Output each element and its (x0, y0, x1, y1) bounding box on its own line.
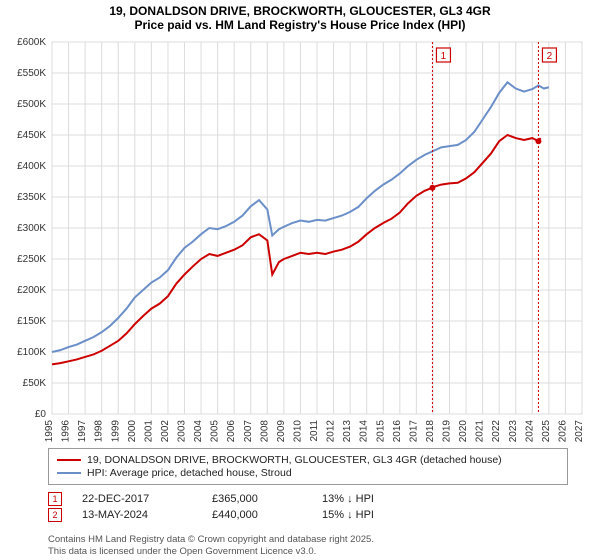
svg-text:£100K: £100K (17, 347, 46, 358)
legend-swatch-1 (57, 459, 81, 461)
svg-text:1999: 1999 (110, 420, 121, 443)
svg-text:2017: 2017 (408, 420, 419, 443)
legend-label-2: HPI: Average price, detached house, Stro… (87, 467, 292, 479)
svg-text:£200K: £200K (17, 285, 46, 296)
svg-text:1996: 1996 (61, 420, 72, 443)
sales-table: 1 22-DEC-2017 £365,000 13% ↓ HPI 2 13-MA… (48, 490, 568, 524)
svg-text:£350K: £350K (17, 192, 46, 203)
svg-text:£0: £0 (35, 409, 47, 420)
legend-item-1: 19, DONALDSON DRIVE, BROCKWORTH, GLOUCES… (57, 454, 559, 466)
legend-label-1: 19, DONALDSON DRIVE, BROCKWORTH, GLOUCES… (87, 454, 502, 466)
chart-area: £0 £50K £100K £150K £200K £250K £300K £350K £400… (0, 36, 600, 444)
svg-text:2021: 2021 (475, 420, 486, 443)
svg-text:1: 1 (441, 51, 447, 62)
svg-text:2027: 2027 (574, 420, 585, 443)
svg-text:2007: 2007 (243, 420, 254, 443)
svg-text:1997: 1997 (77, 420, 88, 443)
svg-text:2005: 2005 (210, 420, 221, 443)
svg-text:£150K: £150K (17, 316, 46, 327)
svg-text:£50K: £50K (23, 378, 47, 389)
svg-text:2014: 2014 (359, 420, 370, 443)
svg-text:2012: 2012 (326, 420, 337, 443)
svg-text:2016: 2016 (392, 420, 403, 443)
svg-text:£250K: £250K (17, 254, 46, 265)
title-line-2: Price paid vs. HM Land Registry's House … (0, 18, 600, 32)
footer-line-1: Contains HM Land Registry data © Crown c… (48, 534, 374, 546)
svg-text:2025: 2025 (541, 420, 552, 443)
svg-text:2019: 2019 (442, 420, 453, 443)
svg-text:£450K: £450K (17, 130, 46, 141)
svg-text:2008: 2008 (259, 420, 270, 443)
sale-date-2: 13-MAY-2024 (82, 509, 192, 521)
svg-text:2024: 2024 (524, 420, 535, 443)
svg-text:2020: 2020 (458, 420, 469, 443)
svg-text:2: 2 (547, 51, 553, 62)
svg-text:2010: 2010 (292, 420, 303, 443)
title-block: 19, DONALDSON DRIVE, BROCKWORTH, GLOUCES… (0, 0, 600, 34)
svg-text:2013: 2013 (342, 420, 353, 443)
svg-text:1995: 1995 (44, 420, 55, 443)
chart-svg: £0 £50K £100K £150K £200K £250K £300K £350K £400… (0, 36, 600, 444)
svg-text:2003: 2003 (177, 420, 188, 443)
svg-text:2022: 2022 (491, 420, 502, 443)
svg-text:2006: 2006 (226, 420, 237, 443)
svg-text:2011: 2011 (309, 420, 320, 442)
svg-text:2009: 2009 (276, 420, 287, 443)
svg-text:2001: 2001 (143, 420, 154, 443)
svg-text:2023: 2023 (508, 420, 519, 443)
legend: 19, DONALDSON DRIVE, BROCKWORTH, GLOUCES… (48, 448, 568, 485)
sale-price-1: £365,000 (212, 493, 302, 505)
sale-price-2: £440,000 (212, 509, 302, 521)
sale-row-1: 1 22-DEC-2017 £365,000 13% ↓ HPI (48, 492, 568, 506)
sale-marker-2: 2 (48, 508, 62, 522)
svg-text:1998: 1998 (94, 420, 105, 443)
sale-date-1: 22-DEC-2017 (82, 493, 192, 505)
sale-row-2: 2 13-MAY-2024 £440,000 15% ↓ HPI (48, 508, 568, 522)
svg-text:2026: 2026 (557, 420, 568, 443)
svg-text:2000: 2000 (127, 420, 138, 443)
sale-pct-2: 15% ↓ HPI (322, 509, 452, 521)
svg-text:2015: 2015 (375, 420, 386, 443)
svg-text:£600K: £600K (17, 37, 46, 48)
legend-item-2: HPI: Average price, detached house, Stro… (57, 467, 559, 479)
svg-text:£500K: £500K (17, 99, 46, 110)
chart-container: 19, DONALDSON DRIVE, BROCKWORTH, GLOUCES… (0, 0, 600, 560)
legend-swatch-2 (57, 472, 81, 474)
svg-text:£300K: £300K (17, 223, 46, 234)
footer-line-2: This data is licensed under the Open Gov… (48, 546, 374, 558)
footer: Contains HM Land Registry data © Crown c… (48, 534, 374, 558)
sale-pct-1: 13% ↓ HPI (322, 493, 452, 505)
svg-text:£550K: £550K (17, 68, 46, 79)
title-line-1: 19, DONALDSON DRIVE, BROCKWORTH, GLOUCES… (0, 4, 600, 18)
svg-text:2018: 2018 (425, 420, 436, 443)
svg-text:£400K: £400K (17, 161, 46, 172)
svg-text:2002: 2002 (160, 420, 171, 443)
sale-marker-1: 1 (48, 492, 62, 506)
svg-text:2004: 2004 (193, 420, 204, 443)
